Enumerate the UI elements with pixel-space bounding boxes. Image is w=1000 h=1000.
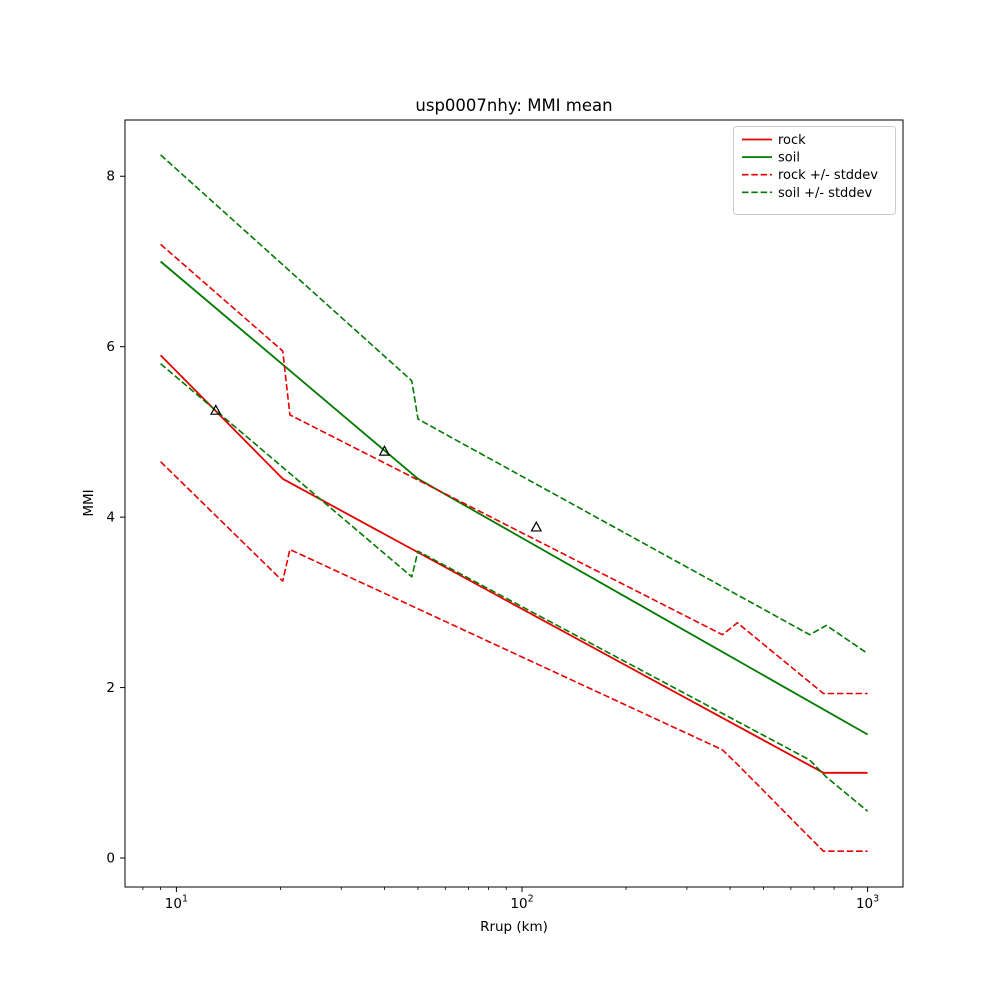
series-lines xyxy=(159,154,869,853)
observation-triangle-marker xyxy=(530,520,543,532)
series-rock-plus-stddev-line xyxy=(160,243,868,695)
y-axis-label: MMI xyxy=(81,489,97,516)
plot-frame xyxy=(124,119,904,888)
series-soil-plus-stddev-line xyxy=(160,154,869,655)
legend-label-soil-plus-stddev: soil +/- stddev xyxy=(778,186,873,201)
y-axis-ticks: 0 2 4 6 8 xyxy=(106,169,125,867)
series-rock-minus-stddev-line xyxy=(160,461,868,853)
x-axis-ticks: 101 102 103 xyxy=(142,887,879,913)
legend-entry-rock-plus-stddev: rock +/- stddev xyxy=(742,168,878,183)
legend-label-rock-plus-stddev: rock +/- stddev xyxy=(778,168,878,183)
y-tick-label: 4 xyxy=(106,510,115,526)
x-tick-label: 103 xyxy=(856,894,879,913)
legend: rock soil rock +/- stddev soil +/- stddev xyxy=(733,126,896,215)
legend-box xyxy=(733,126,896,215)
observation-markers xyxy=(209,404,543,532)
chart-title: usp0007nhy: MMI mean xyxy=(415,96,612,115)
legend-entry-soil-plus-stddev: soil +/- stddev xyxy=(742,186,873,201)
legend-label-rock-mean: rock xyxy=(778,133,806,148)
legend-entry-soil-mean: soil xyxy=(742,151,800,166)
y-tick-label: 2 xyxy=(106,680,115,696)
legend-entry-rock-mean: rock xyxy=(742,133,806,148)
y-tick-label: 6 xyxy=(106,339,115,355)
series-soil-minus-stddev-line xyxy=(160,363,869,812)
observation-triangle-marker xyxy=(378,445,391,456)
x-tick-label: 102 xyxy=(510,894,533,913)
series-soil-mean-line xyxy=(160,260,869,736)
y-tick-label: 0 xyxy=(106,851,115,867)
series-rock-mean-line xyxy=(159,354,868,774)
x-axis-label: Rrup (km) xyxy=(480,919,548,935)
x-tick-label: 101 xyxy=(165,894,188,913)
legend-label-soil-mean: soil xyxy=(778,151,800,166)
legend-entries: rock soil rock +/- stddev soil +/- stddev xyxy=(742,133,878,201)
observation-triangle-marker xyxy=(209,404,222,415)
y-tick-label: 8 xyxy=(106,169,115,185)
